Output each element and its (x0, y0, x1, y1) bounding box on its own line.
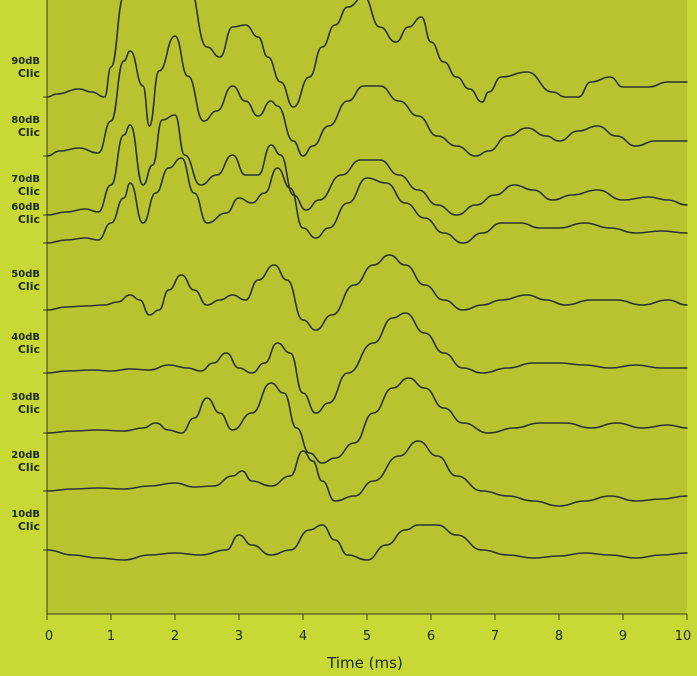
series-label-10dB: 10dB (11, 509, 40, 520)
x-tick-label-4: 4 (299, 629, 307, 644)
x-tick-label-2: 2 (171, 629, 179, 644)
series-label-90dB: 90dB (11, 56, 40, 67)
x-tick-label-10: 10 (675, 629, 692, 644)
trace-30dB (46, 377, 688, 464)
x-tick-label-0: 0 (45, 629, 53, 644)
x-axis-ticks: 0 1 2 3 4 5 6 7 8 9 10 (45, 614, 691, 644)
series-sublabel-40dB: Clic (18, 343, 40, 356)
trace-80dB (46, 35, 688, 157)
series-label-30dB: 30dB (11, 392, 40, 403)
plot-area (47, 0, 687, 614)
x-axis-title: Time (ms) (326, 654, 403, 672)
intensity-labels: 90dBClic80dBClic70dBClic60dBClic50dBClic… (11, 56, 47, 551)
trace-70dB (46, 114, 688, 216)
series-label-50dB: 50dB (11, 269, 40, 280)
series-label-70dB: 70dB (11, 174, 40, 185)
series-sublabel-10dB: Clic (18, 520, 40, 533)
waveform-traces (46, 0, 688, 561)
trace-50dB (46, 254, 688, 331)
series-label-80dB: 80dB (11, 115, 40, 126)
series-sublabel-90dB: Clic (18, 67, 40, 80)
series-label-60dB: 60dB (11, 202, 40, 213)
trace-10dB (46, 524, 688, 561)
x-tick-label-7: 7 (491, 629, 499, 644)
series-sublabel-20dB: Clic (18, 461, 40, 474)
series-sublabel-50dB: Clic (18, 280, 40, 293)
series-sublabel-80dB: Clic (18, 126, 40, 139)
x-tick-label-1: 1 (107, 629, 115, 644)
trace-40dB (46, 312, 688, 414)
x-tick-label-9: 9 (619, 629, 627, 644)
series-sublabel-70dB: Clic (18, 185, 40, 198)
x-tick-label-6: 6 (427, 629, 435, 644)
trace-20dB (46, 440, 688, 507)
x-tick-label-3: 3 (235, 629, 243, 644)
trace-60dB (46, 157, 688, 244)
x-tick-label-5: 5 (363, 629, 371, 644)
series-label-40dB: 40dB (11, 332, 40, 343)
x-tick-label-8: 8 (555, 629, 563, 644)
series-label-20dB: 20dB (11, 450, 40, 461)
series-sublabel-60dB: Clic (18, 213, 40, 226)
trace-90dB (46, 0, 688, 108)
series-sublabel-30dB: Clic (18, 403, 40, 416)
